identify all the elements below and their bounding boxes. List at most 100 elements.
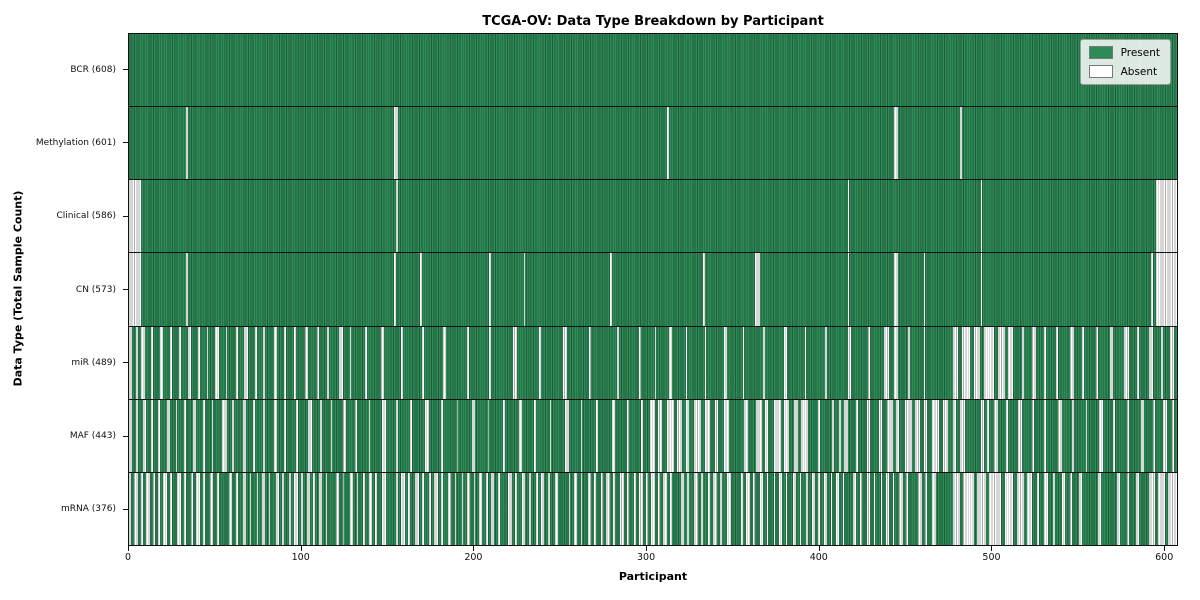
absent-stripe [1085,399,1088,472]
absent-stripe [256,472,259,545]
absent-stripe [211,399,214,472]
absent-stripe [1168,472,1177,545]
absent-stripe [923,326,926,399]
absent-stripe [818,472,821,545]
absent-stripe [1127,472,1129,545]
absent-stripe [616,326,619,399]
absent-stripe [847,326,852,399]
absent-stripe [799,472,802,545]
absent-stripe [1095,326,1098,399]
legend: Present Absent [1079,39,1171,85]
absent-stripe [135,326,138,399]
legend-item-present: Present [1088,46,1160,59]
absent-stripe [485,472,488,545]
absent-stripe [878,399,883,472]
y-tick-label-miR: miR (489) [71,357,116,368]
absent-stripe [129,472,131,545]
absent-stripe [784,399,790,472]
absent-stripe [253,399,255,472]
absent-stripe [1071,399,1074,472]
absent-stripe [534,399,536,472]
absent-stripe [785,472,788,545]
absent-stripe [1149,326,1153,399]
absent-stripe [466,326,469,399]
absent-stripe [744,399,748,472]
absent-stripe [275,472,279,545]
legend-label-absent: Absent [1120,65,1158,78]
absent-stripe [1004,472,1014,545]
absent-stripe [454,472,457,545]
absent-stripe [415,472,419,545]
absent-stripe [547,472,550,545]
absent-stripe [894,326,898,399]
absent-stripe [268,472,271,545]
absent-stripe [1156,180,1177,253]
y-axis: BCR (608) Methylation (601) Clinical (586)… [0,33,128,546]
absent-stripe [382,472,386,545]
absent-stripe [1113,399,1115,472]
absent-stripe [473,472,476,545]
absent-stripe [1052,472,1055,545]
absent-stripe [228,472,233,545]
absent-stripe [141,326,145,399]
absent-stripe [825,326,828,399]
absent-stripe [129,253,142,326]
x-tick-mark [991,546,993,551]
absent-stripe [320,399,323,472]
absent-stripe [135,399,138,472]
absent-stripe [973,326,981,399]
absent-stripe [765,399,769,472]
legend-item-absent: Absent [1088,65,1160,78]
absent-stripe [153,472,155,545]
absent-stripe [185,253,188,326]
absent-stripe [1016,472,1024,545]
absent-stripe [680,472,685,545]
absent-stripe [368,472,373,545]
absent-stripe [759,472,764,545]
absent-stripe [918,472,922,545]
absent-stripe [594,472,597,545]
absent-stripe [422,326,424,399]
absent-stripe [906,472,909,545]
absent-stripe [873,472,876,545]
absent-stripe [325,472,328,545]
absent-stripe [515,472,517,545]
x-tick-label: 200 [464,552,483,563]
heatmap-row-Methylation [129,106,1177,180]
x-tick-label: 0 [124,552,132,563]
absent-stripe [1149,472,1155,545]
absent-stripe [746,472,750,545]
x-tick-mark [646,546,648,551]
absent-stripe [983,326,995,399]
absent-stripe [627,472,629,545]
absent-stripe [318,472,323,545]
x-axis-label: Participant [618,570,688,583]
absent-stripe [1058,399,1062,472]
absent-stripe [773,399,781,472]
absent-stripe [609,253,612,326]
absent-stripe [1056,326,1059,399]
y-tick-mark [123,142,128,144]
absent-stripe [197,326,200,399]
absent-stripe [518,399,522,472]
y-tick-label-MAF: MAF (443) [69,431,116,442]
absent-stripe [587,472,591,545]
y-tick-label-Clinical: Clinical (586) [56,211,116,222]
absent-stripe [1135,472,1140,545]
absent-stripe [490,472,495,545]
absent-stripe [284,399,286,472]
absent-stripe [766,472,769,545]
absent-stripe [380,326,385,399]
absent-stripe [396,399,398,472]
absent-stripe [613,472,616,545]
absent-stripe [792,472,797,545]
absent-stripe [375,472,378,545]
absent-stripe [282,472,285,545]
absent-stripe [892,472,895,545]
absent-stripe [316,326,319,399]
absent-stripe [263,399,266,472]
absent-stripe [163,472,167,545]
absent-stripe [580,399,583,472]
absent-stripe [727,472,731,545]
absent-stripe [1156,253,1177,326]
